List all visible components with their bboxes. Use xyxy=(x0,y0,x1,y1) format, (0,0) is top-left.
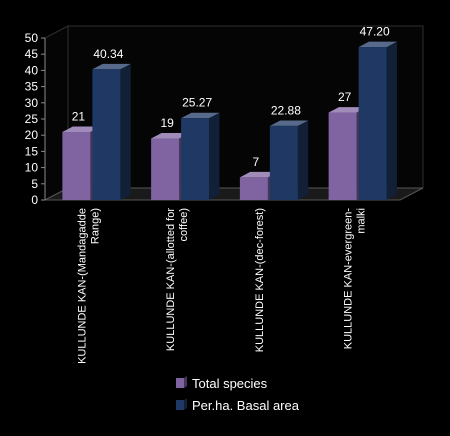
y-tick-label: 20 xyxy=(25,128,39,142)
x-tick-label: KULLUNDE KAN-(allotted forcoffee) xyxy=(165,208,190,351)
data-label: 7 xyxy=(253,155,260,169)
x-tick-label: KULLUNDE KAN-evergreen-malki xyxy=(343,208,368,350)
y-tick-label: 25 xyxy=(25,112,39,126)
data-label: 47.20 xyxy=(360,25,390,39)
y-tick-label: 15 xyxy=(25,144,39,158)
data-label: 27 xyxy=(338,90,352,104)
y-tick-label: 45 xyxy=(25,47,39,61)
legend-swatch xyxy=(176,378,184,388)
x-tick-label: KULLUNDE KAN-(dec-forest) xyxy=(254,208,266,352)
y-tick-label: 0 xyxy=(31,193,38,207)
bar xyxy=(358,47,387,201)
y-tick-label: 5 xyxy=(31,177,38,191)
bar-side xyxy=(297,120,309,200)
bar xyxy=(151,138,180,200)
y-tick-label: 40 xyxy=(25,63,39,77)
bar-top xyxy=(181,112,220,119)
bar-side xyxy=(386,41,397,201)
data-label: 22.88 xyxy=(271,103,301,117)
bar xyxy=(239,177,268,200)
bar xyxy=(92,69,121,200)
bar-top xyxy=(269,120,309,126)
bar xyxy=(62,131,91,200)
legend-label: Total species xyxy=(192,376,268,391)
legend-swatch-side xyxy=(184,376,187,388)
bar-top xyxy=(62,126,101,132)
bar-top xyxy=(92,63,131,70)
y-tick-label: 10 xyxy=(25,161,39,175)
bar xyxy=(181,118,210,200)
bar-side xyxy=(209,112,220,200)
data-label: 25.27 xyxy=(182,96,212,110)
legend-swatch xyxy=(176,400,184,410)
data-label: 40.34 xyxy=(93,47,123,61)
bar-top xyxy=(151,133,190,139)
legend-swatch-side xyxy=(184,398,187,410)
bar-top xyxy=(328,107,367,113)
data-label: 19 xyxy=(160,116,174,130)
y-tick-label: 30 xyxy=(25,96,39,110)
bar-top xyxy=(239,171,279,178)
bar-top xyxy=(358,41,397,48)
data-label: 21 xyxy=(72,110,86,124)
y-tick-label: 50 xyxy=(25,31,39,45)
legend-label: Per.ha. Basal area xyxy=(192,398,300,413)
y-tick-label: 35 xyxy=(25,80,39,94)
bar xyxy=(328,112,357,200)
x-tick-label: KULLUNDE KAN-(MandagaddeRange) xyxy=(76,208,101,364)
bar-side xyxy=(120,63,131,200)
bar xyxy=(269,125,298,200)
